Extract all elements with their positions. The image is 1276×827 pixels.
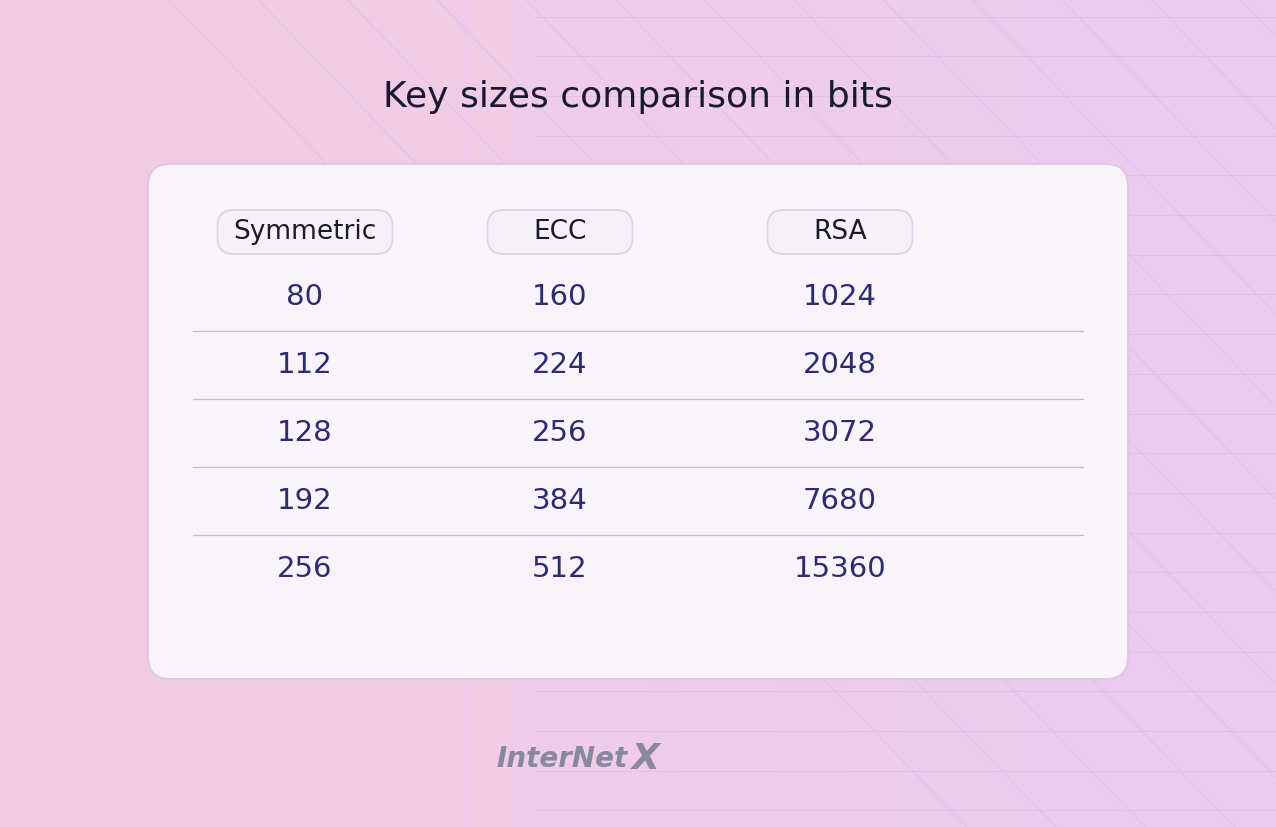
Text: Key sizes comparison in bits: Key sizes comparison in bits [383,80,893,114]
Text: 512: 512 [532,555,588,583]
Text: 384: 384 [532,487,588,515]
Text: 1024: 1024 [803,283,877,311]
FancyBboxPatch shape [767,210,912,254]
Text: 2048: 2048 [803,351,877,379]
FancyBboxPatch shape [148,164,1128,679]
Text: 224: 224 [532,351,588,379]
Text: 192: 192 [277,487,333,515]
Text: 128: 128 [277,419,333,447]
FancyBboxPatch shape [487,210,633,254]
Text: 7680: 7680 [803,487,877,515]
Text: Symmetric: Symmetric [234,219,376,245]
Text: 112: 112 [277,351,333,379]
Text: 256: 256 [277,555,333,583]
Text: X: X [632,742,660,776]
Text: RSA: RSA [813,219,866,245]
Text: 15360: 15360 [794,555,887,583]
Text: InterNet: InterNet [496,745,628,773]
Text: 256: 256 [532,419,588,447]
Text: 80: 80 [287,283,324,311]
FancyBboxPatch shape [217,210,393,254]
Text: 160: 160 [532,283,588,311]
Text: ECC: ECC [533,219,587,245]
Text: 3072: 3072 [803,419,877,447]
